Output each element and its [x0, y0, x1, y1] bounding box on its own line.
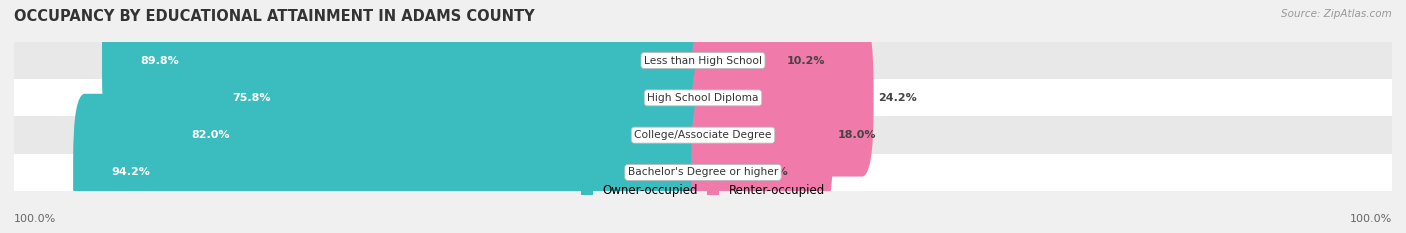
Bar: [14, 79, 1392, 116]
FancyBboxPatch shape: [692, 19, 873, 177]
Text: Less than High School: Less than High School: [644, 56, 762, 65]
FancyBboxPatch shape: [73, 94, 714, 233]
FancyBboxPatch shape: [692, 56, 832, 214]
Text: 82.0%: 82.0%: [191, 130, 229, 140]
Text: Bachelor's Degree or higher: Bachelor's Degree or higher: [628, 168, 778, 177]
Text: 100.0%: 100.0%: [1350, 214, 1392, 224]
FancyBboxPatch shape: [103, 0, 714, 139]
Text: College/Associate Degree: College/Associate Degree: [634, 130, 772, 140]
Text: 10.2%: 10.2%: [786, 56, 825, 65]
Legend: Owner-occupied, Renter-occupied: Owner-occupied, Renter-occupied: [581, 184, 825, 197]
FancyBboxPatch shape: [194, 19, 714, 177]
Text: 24.2%: 24.2%: [879, 93, 917, 103]
Bar: [14, 42, 1392, 79]
Text: 75.8%: 75.8%: [232, 93, 270, 103]
Text: OCCUPANCY BY EDUCATIONAL ATTAINMENT IN ADAMS COUNTY: OCCUPANCY BY EDUCATIONAL ATTAINMENT IN A…: [14, 9, 534, 24]
Text: 100.0%: 100.0%: [14, 214, 56, 224]
FancyBboxPatch shape: [692, 0, 782, 139]
Text: 18.0%: 18.0%: [838, 130, 876, 140]
Text: 89.8%: 89.8%: [141, 56, 179, 65]
FancyBboxPatch shape: [153, 56, 714, 214]
FancyBboxPatch shape: [692, 94, 752, 233]
Text: High School Diploma: High School Diploma: [647, 93, 759, 103]
Bar: [14, 154, 1392, 191]
Text: 5.8%: 5.8%: [758, 168, 789, 177]
Text: Source: ZipAtlas.com: Source: ZipAtlas.com: [1281, 9, 1392, 19]
Text: 94.2%: 94.2%: [111, 168, 150, 177]
Bar: [14, 116, 1392, 154]
